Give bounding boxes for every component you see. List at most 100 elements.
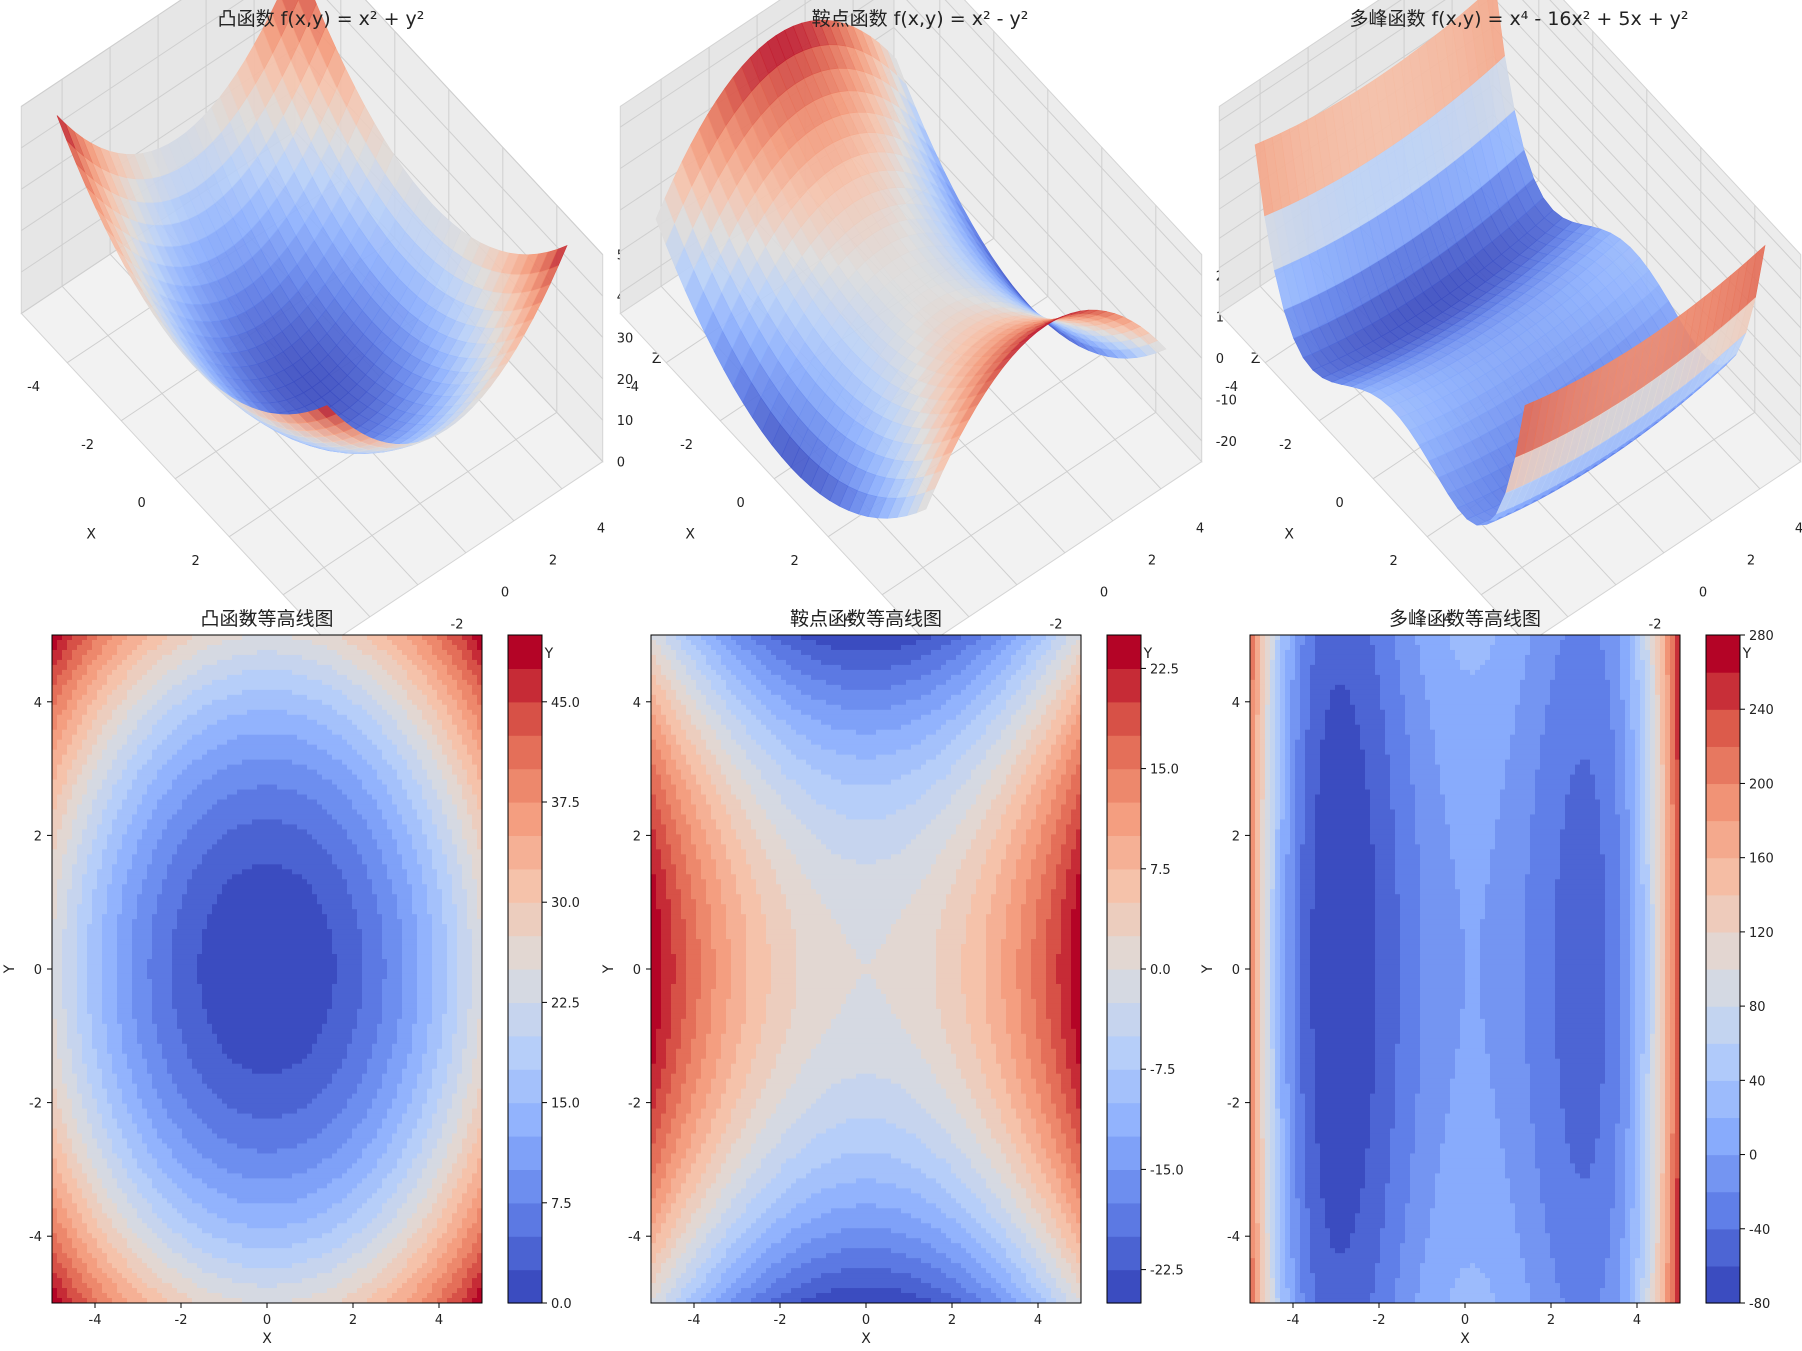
contour-cell <box>72 1208 78 1214</box>
contour-cell <box>62 684 68 691</box>
contour-cell <box>122 679 128 686</box>
contour-cell <box>52 1048 58 1055</box>
contour-cell <box>132 834 138 840</box>
contour-cell <box>62 1003 68 1010</box>
contour-cell <box>97 1053 103 1060</box>
contour-cell <box>132 959 138 965</box>
contour-cell <box>77 1248 83 1254</box>
contour-cell <box>102 884 108 890</box>
contour-cell <box>92 684 98 691</box>
contour-cell <box>127 954 133 960</box>
contour-cell <box>127 949 133 955</box>
contour-cell <box>107 664 113 671</box>
contour-cell <box>127 1273 133 1279</box>
contour-cell <box>112 1223 118 1229</box>
contour-cell <box>77 1118 83 1125</box>
contour-cell <box>102 639 108 646</box>
contour-cell <box>57 1058 63 1065</box>
contour-cell <box>57 784 63 791</box>
contour-cell <box>92 934 98 940</box>
contour-cell <box>102 1148 108 1155</box>
contour-cell <box>72 969 78 975</box>
contour-cell <box>102 1238 108 1244</box>
contour-cell <box>137 719 143 726</box>
contour-cell <box>72 689 78 696</box>
contour-cell <box>82 1088 88 1095</box>
contour-cell <box>87 1263 93 1269</box>
contour-cell <box>132 679 138 686</box>
contour-cell <box>87 874 93 880</box>
contour-cell <box>107 694 113 701</box>
contour-cell <box>72 829 78 836</box>
contour-cell <box>122 1243 128 1249</box>
contour-cell <box>142 814 148 821</box>
contour-cell <box>122 799 128 806</box>
contour-cell <box>67 894 73 900</box>
contour-cell <box>92 1228 98 1234</box>
contour-cell <box>57 794 63 801</box>
contour-cell <box>137 864 143 870</box>
contour-cell <box>102 998 108 1005</box>
contour-cell <box>122 973 128 980</box>
contour-cell <box>107 1243 113 1249</box>
contour-cell <box>72 1218 78 1224</box>
contour-cell <box>97 884 103 890</box>
contour-cell <box>97 964 103 970</box>
contour-cell <box>97 869 103 875</box>
contour-cell <box>87 809 93 816</box>
contour-cell <box>97 799 103 806</box>
contour-cell <box>102 1053 108 1060</box>
contour-cell <box>87 1023 93 1030</box>
contour-cell <box>142 635 148 641</box>
contour-cell <box>52 1013 58 1020</box>
contour-cell <box>132 1158 138 1165</box>
contour-cell <box>132 1253 138 1259</box>
contour-cell <box>77 1213 83 1219</box>
contour-cell <box>122 809 128 816</box>
contour-cell <box>92 1093 98 1100</box>
contour-cell <box>77 684 83 691</box>
contour-cell <box>127 1218 133 1224</box>
contour-cell <box>122 784 128 791</box>
contour-cell <box>72 639 78 646</box>
contour-cell <box>107 998 113 1005</box>
contour-cell <box>57 809 63 816</box>
contour-cell <box>67 1088 73 1095</box>
contour-cell <box>122 1113 128 1120</box>
contour-cell <box>52 1218 58 1224</box>
contour-cell <box>57 1143 63 1150</box>
contour-cell <box>82 669 88 676</box>
contour-cell <box>87 1118 93 1125</box>
contour-cell <box>92 1298 98 1303</box>
contour-cell <box>102 674 108 681</box>
contour-cell <box>67 864 73 870</box>
contour-cell <box>52 849 58 855</box>
contour-cell <box>87 1223 93 1229</box>
contour-cell <box>62 794 68 801</box>
contour-cell <box>137 924 143 930</box>
contour-cell <box>87 1288 93 1294</box>
contour-cell <box>67 814 73 821</box>
contour-cell <box>137 1243 143 1249</box>
contour-cell <box>107 679 113 686</box>
contour-cell <box>57 914 63 920</box>
contour-cell <box>142 649 148 656</box>
contour-cell <box>52 1223 58 1229</box>
contour-cell <box>52 809 58 816</box>
contour-cell <box>107 954 113 960</box>
contour-cell <box>122 635 128 641</box>
contour-cell <box>52 1078 58 1085</box>
contour-cell <box>82 844 88 850</box>
contour-cell <box>62 799 68 806</box>
contour-cell <box>142 769 148 776</box>
contour-cell <box>97 1178 103 1184</box>
contour-cell <box>127 1028 133 1035</box>
contour-cell <box>82 734 88 741</box>
contour-cell <box>97 1258 103 1264</box>
contour-cell <box>107 709 113 716</box>
contour-cell <box>117 949 123 955</box>
contour-cell <box>62 709 68 716</box>
contour-cell <box>97 759 103 766</box>
contour-cell <box>82 739 88 746</box>
y-tick-label: 0 <box>1100 586 1108 601</box>
